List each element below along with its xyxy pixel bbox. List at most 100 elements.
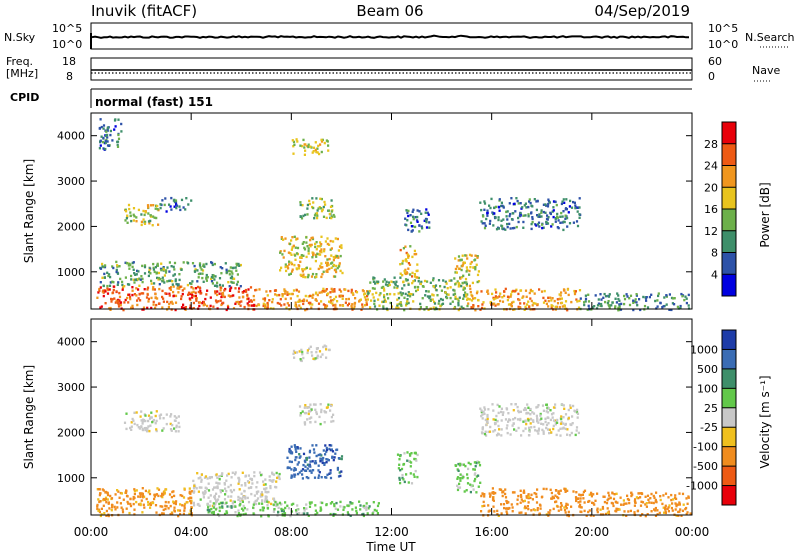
velocity-cell (399, 454, 402, 458)
velocity-cell (133, 422, 136, 426)
power-cell (505, 215, 508, 218)
freq-tick-top: 18 (62, 55, 76, 68)
velocity-cell (679, 508, 682, 511)
power-cell (510, 218, 514, 221)
power-cell (466, 268, 469, 272)
power-cell (635, 293, 638, 296)
power-cell (367, 291, 370, 295)
power-cell (202, 301, 205, 304)
power-cell (140, 223, 143, 227)
power-cell (213, 278, 216, 281)
velocity-cell (207, 506, 210, 509)
velocity-cell (484, 430, 487, 433)
power-cell (173, 273, 176, 276)
power-cell (117, 302, 120, 306)
power-cell (327, 209, 331, 212)
power-cell (192, 307, 195, 310)
power-cell (472, 305, 475, 308)
power-cell (477, 280, 481, 283)
power-cell (143, 264, 147, 267)
power-cell (135, 294, 138, 297)
velocity-cell (342, 508, 345, 511)
velocity-cell (667, 510, 670, 513)
power-cell (407, 267, 410, 270)
power-cell (318, 291, 321, 294)
velocity-cell (239, 497, 242, 500)
power-cell (248, 300, 251, 303)
power-cell (232, 266, 235, 270)
velocity-cell (310, 501, 313, 504)
velocity-cell (542, 487, 545, 491)
power-cell (491, 211, 494, 214)
velocity-cell (190, 501, 193, 505)
velocity-cell (214, 503, 217, 506)
power-cell (284, 265, 287, 269)
power-cell (421, 227, 424, 230)
velocity-cell (562, 426, 565, 429)
power-cell (542, 296, 545, 300)
power-cell (109, 281, 112, 284)
velocity-cell (164, 504, 167, 508)
velocity-cell (305, 476, 308, 479)
velocity-cell (308, 469, 311, 473)
velocity-cell (554, 423, 557, 426)
power-cell (220, 303, 223, 307)
velocity-cell (647, 498, 650, 501)
velocity-cell (671, 509, 674, 512)
velocity-cell (560, 421, 563, 424)
velocity-cell (133, 492, 136, 496)
power-cell (326, 242, 329, 246)
power-cell (329, 239, 332, 243)
velocity-cell (564, 427, 567, 431)
velocity-cell (255, 490, 258, 494)
power-cell (240, 300, 243, 303)
velocity-cell (286, 456, 289, 459)
velocity-cell (537, 404, 540, 407)
power-cell (648, 295, 651, 299)
power-cell (168, 302, 171, 306)
velocity-cell (234, 473, 237, 476)
velocity-cell (481, 426, 484, 429)
power-cell (313, 217, 316, 220)
nsky-panel: N.Sky 10^5 10^0 10^5 10^0 N.Search (4, 22, 795, 51)
velocity-cell (496, 419, 499, 423)
power-cell (212, 305, 215, 308)
power-cell (439, 285, 442, 288)
velocity-cell (522, 420, 525, 423)
power-cell (412, 280, 415, 283)
power-cell (146, 204, 150, 207)
power-cell (278, 302, 281, 305)
power-cell (453, 277, 456, 280)
velocity-cell (473, 461, 476, 464)
velocity-colorbar-label: Velocity [m s⁻¹] (758, 375, 772, 468)
velocity-cell (320, 410, 323, 414)
velocity-cell (508, 506, 511, 510)
power-cell (407, 301, 410, 305)
power-cell (138, 277, 141, 280)
velocity-cell (316, 356, 319, 359)
power-cell (328, 257, 331, 261)
velocity-cell (399, 469, 402, 472)
velocity-cell (293, 469, 296, 472)
power-cell (566, 216, 569, 220)
power-cell (477, 270, 480, 273)
power-cell (540, 211, 543, 214)
velocity-cell (572, 490, 575, 493)
velocity-cell (666, 507, 669, 510)
power-cell (560, 211, 563, 215)
velocity-cell (527, 495, 530, 498)
velocity-cell (313, 462, 317, 465)
power-cell (416, 209, 419, 212)
velocity-cell (290, 503, 293, 506)
velocity-cell (153, 495, 156, 498)
velocity-cell (547, 514, 550, 517)
velocity-cell (557, 509, 560, 512)
velocity-cell (144, 489, 147, 493)
velocity-cell (398, 476, 401, 480)
power-cell (124, 208, 127, 211)
velocity-cell (529, 496, 532, 500)
velocity-cell (310, 408, 313, 411)
power-cell (252, 294, 255, 298)
power-cell (216, 281, 219, 284)
velocity-cell (563, 508, 567, 512)
